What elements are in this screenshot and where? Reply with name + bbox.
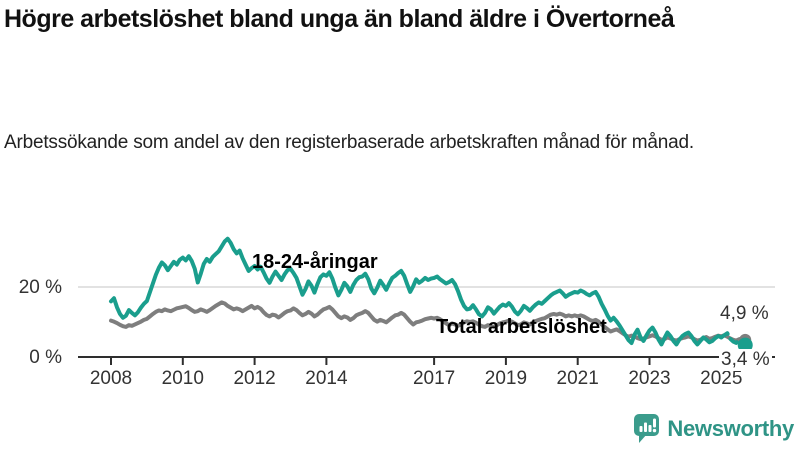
x-tick-label: 2019 — [484, 368, 528, 389]
end-dots-layer — [737, 333, 753, 353]
x-tick-label: 2021 — [556, 368, 599, 389]
chart-title: Högre arbetslöshet bland unga än bland ä… — [4, 5, 675, 33]
x-tick-label: 2025 — [700, 368, 743, 389]
x-tick-label: 2023 — [628, 368, 671, 389]
end-value-label-total: 4,9 % — [720, 303, 769, 324]
newsworthy-wordmark: Newsworthy — [667, 415, 794, 441]
x-axis-ticks — [110, 357, 723, 365]
x-tick-label: 2012 — [233, 368, 276, 389]
series-label-youth: 18-24-åringar — [252, 251, 378, 273]
newsworthy-logo: Newsworthy — [633, 413, 794, 444]
x-tick-label: 2017 — [412, 368, 456, 389]
x-tick-label: 2008 — [89, 368, 133, 389]
end-value-label-youth: 3,4 % — [719, 349, 772, 371]
x-tick-label: 2010 — [161, 368, 204, 389]
series-label-total: Total arbetslöshet — [436, 316, 607, 338]
y-axis-label-0: 0 % — [29, 347, 62, 368]
chart-subtitle: Arbetssökande som andel av den registerb… — [4, 132, 694, 153]
plot-lines-layer — [109, 236, 748, 348]
x-axis-labels: 2008 2010 2012 2014 2017 2019 2021 2023 2025 — [0, 368, 800, 392]
y-axis-label-20: 20 % — [18, 277, 62, 298]
bar-chart-speech-bubble-icon — [634, 414, 660, 443]
x-tick-label: 2014 — [305, 368, 348, 389]
